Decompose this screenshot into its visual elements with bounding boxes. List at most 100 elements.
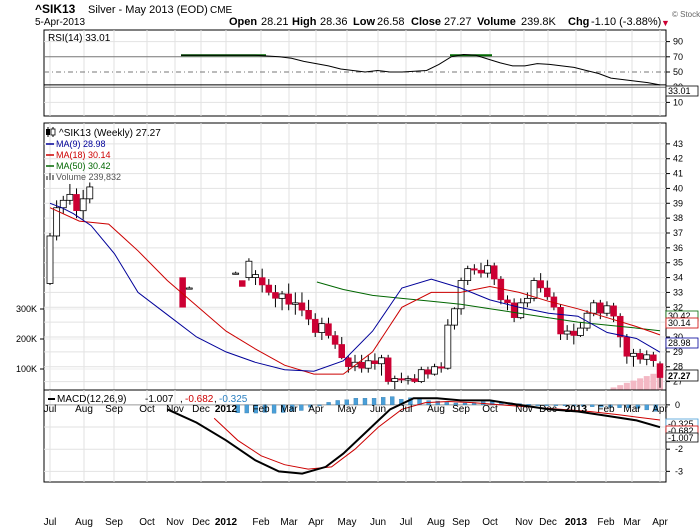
x-tick-label: Sep bbox=[105, 517, 123, 528]
macd-hist-bar bbox=[390, 396, 395, 406]
candle-body bbox=[597, 302, 604, 314]
candle bbox=[404, 375, 412, 385]
candle-body bbox=[245, 260, 253, 278]
candle bbox=[471, 264, 478, 275]
candle-body bbox=[417, 369, 425, 382]
candle-body bbox=[331, 335, 339, 345]
open-value: 28.21 bbox=[261, 16, 289, 28]
macd-hist-bar bbox=[362, 398, 368, 406]
x-tick-label: Jul bbox=[400, 404, 413, 415]
chg-label: Chg bbox=[568, 16, 589, 28]
macd-hist-bar bbox=[371, 398, 377, 406]
close-value: 27.27 bbox=[444, 16, 472, 28]
candle-body bbox=[318, 323, 326, 333]
price-tick-label: 38 bbox=[673, 213, 683, 223]
candle-body bbox=[530, 280, 538, 299]
candle-body bbox=[603, 305, 611, 314]
macd-hist-bar bbox=[581, 404, 586, 407]
price-ticks: 4342414039383736353433323130292827 bbox=[666, 139, 683, 387]
volume-legend-icon bbox=[46, 173, 54, 180]
candle bbox=[179, 277, 186, 308]
rsi-ticks: 9070503010 bbox=[666, 37, 683, 107]
ma50-badge-value: 30.42 bbox=[668, 311, 691, 321]
macd-hist-bar bbox=[271, 404, 277, 414]
candle bbox=[424, 366, 432, 379]
exchange-label: CME bbox=[210, 5, 233, 16]
candle bbox=[318, 317, 326, 340]
macd-hist-bar bbox=[317, 404, 322, 406]
candle-body bbox=[378, 357, 385, 365]
price-tick-label: 39 bbox=[673, 198, 683, 208]
macd-hist-bar bbox=[280, 404, 286, 413]
candle bbox=[232, 271, 240, 275]
volume-label: Volume bbox=[477, 16, 516, 28]
price-tick-label: 36 bbox=[673, 243, 683, 253]
candle-body bbox=[258, 277, 266, 286]
candle-body bbox=[484, 265, 492, 274]
candle bbox=[358, 354, 365, 373]
candle-body bbox=[504, 299, 511, 304]
candle bbox=[643, 350, 651, 366]
macd-hist-bar bbox=[599, 404, 604, 408]
x-tick-label: Apr bbox=[308, 517, 324, 528]
price-tick-label: 29 bbox=[673, 347, 683, 357]
candle bbox=[305, 299, 312, 326]
candle-body bbox=[265, 284, 273, 293]
x-tick-label: Apr bbox=[652, 404, 668, 415]
rsi-legend: RSI(14) 33.01 bbox=[48, 33, 111, 44]
x-tick-label: Jun bbox=[370, 517, 386, 528]
macd-tick-label: -2 bbox=[675, 444, 683, 454]
x-tick-label: Dec bbox=[539, 404, 557, 415]
candle-body bbox=[643, 354, 651, 360]
candle bbox=[79, 189, 87, 220]
candle bbox=[444, 319, 452, 370]
x-tick-label: Nov bbox=[166, 404, 184, 415]
price-tick-label: 34 bbox=[673, 273, 683, 283]
x-tick-label: Oct bbox=[139, 517, 155, 528]
candle-body bbox=[630, 352, 637, 357]
candle bbox=[563, 325, 571, 340]
candle bbox=[577, 322, 584, 337]
candle bbox=[351, 354, 359, 372]
candle-body bbox=[179, 277, 186, 308]
rsi-panel: 9070503010 © StockCharts.com RSI(14) 33.… bbox=[43, 10, 700, 117]
x-tick-label: 2012 bbox=[215, 517, 238, 528]
candle bbox=[311, 313, 319, 337]
volume-value: 239.8K bbox=[521, 16, 557, 28]
candle-body bbox=[298, 302, 306, 311]
x-tick-label: Dec bbox=[192, 517, 210, 528]
macd-hist-bar bbox=[571, 404, 577, 406]
candle bbox=[417, 366, 425, 384]
low-label: Low bbox=[353, 16, 375, 28]
x-tick-label: May bbox=[338, 404, 357, 415]
candle-body bbox=[464, 268, 472, 281]
high-label: High bbox=[292, 16, 317, 28]
open-label: Open bbox=[229, 16, 257, 28]
candle bbox=[272, 285, 279, 308]
x-tick-label: Jul bbox=[44, 517, 57, 528]
candle bbox=[497, 276, 505, 305]
ma18-badge-value: 30.14 bbox=[668, 318, 691, 328]
x-tick-label: Apr bbox=[652, 517, 668, 528]
ma9-badge: 28.98 bbox=[665, 337, 699, 349]
rsi-tick-label: 70 bbox=[673, 52, 683, 62]
candle bbox=[331, 331, 339, 349]
x-tick-label: Oct bbox=[482, 517, 498, 528]
candle bbox=[278, 290, 286, 311]
x-tick-label: Sep bbox=[452, 404, 470, 415]
candle-body bbox=[444, 324, 452, 369]
macd-hist-bar bbox=[617, 404, 622, 408]
x-tick-label: Feb bbox=[597, 517, 615, 528]
ma50-line bbox=[316, 281, 661, 332]
rsi-badge: 33.01 bbox=[665, 85, 699, 97]
instrument-name: Silver - May 2013 (EOD) bbox=[88, 4, 208, 16]
macd-hist-bar bbox=[635, 404, 640, 409]
macd-hist-bar bbox=[344, 399, 349, 406]
price-tick-label: 40 bbox=[673, 183, 683, 193]
macd-signal-badge-value: -0.682 bbox=[668, 426, 694, 436]
candle bbox=[451, 307, 458, 330]
volume-bar bbox=[643, 376, 650, 399]
candle-body bbox=[239, 280, 246, 287]
macd-hist-bar bbox=[526, 404, 531, 406]
macd-legend-signal: -0.682 bbox=[185, 394, 214, 405]
